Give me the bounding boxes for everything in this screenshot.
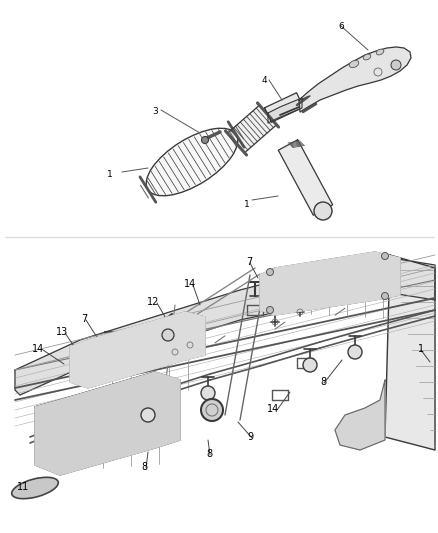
Polygon shape [264,93,303,122]
Polygon shape [267,98,301,123]
Ellipse shape [375,49,383,55]
Text: 4: 4 [261,76,267,85]
Circle shape [141,408,155,422]
Text: 7: 7 [81,314,87,324]
Text: 8: 8 [205,449,212,459]
Polygon shape [259,252,399,315]
Circle shape [302,358,316,372]
Circle shape [381,253,388,260]
Polygon shape [227,105,276,153]
Text: 14: 14 [32,344,44,354]
Ellipse shape [362,54,370,60]
Circle shape [201,386,215,400]
Text: 13: 13 [56,327,68,337]
Text: 14: 14 [266,404,279,414]
Text: 1: 1 [107,170,113,179]
Circle shape [162,329,173,341]
Text: 8: 8 [319,377,325,387]
Text: 12: 12 [147,297,159,307]
Text: 8: 8 [141,462,147,472]
Circle shape [381,293,388,300]
Circle shape [201,136,208,143]
Polygon shape [70,312,205,388]
Text: 9: 9 [247,432,253,442]
Circle shape [390,60,400,70]
Polygon shape [384,255,434,450]
Text: 11: 11 [17,482,29,492]
Text: 3: 3 [152,107,157,116]
Circle shape [313,202,331,220]
Polygon shape [35,372,180,475]
Polygon shape [278,140,332,215]
Text: 1: 1 [244,200,249,209]
Ellipse shape [12,478,58,499]
Ellipse shape [349,60,358,68]
Text: 14: 14 [184,279,196,289]
Text: 7: 7 [245,257,252,267]
Polygon shape [298,47,410,112]
Ellipse shape [146,128,237,196]
Text: 1: 1 [417,344,423,354]
Circle shape [347,345,361,359]
Text: 6: 6 [337,22,343,31]
Polygon shape [334,380,384,450]
Circle shape [266,269,273,276]
Circle shape [201,399,223,421]
Circle shape [266,306,273,313]
Polygon shape [15,257,434,395]
